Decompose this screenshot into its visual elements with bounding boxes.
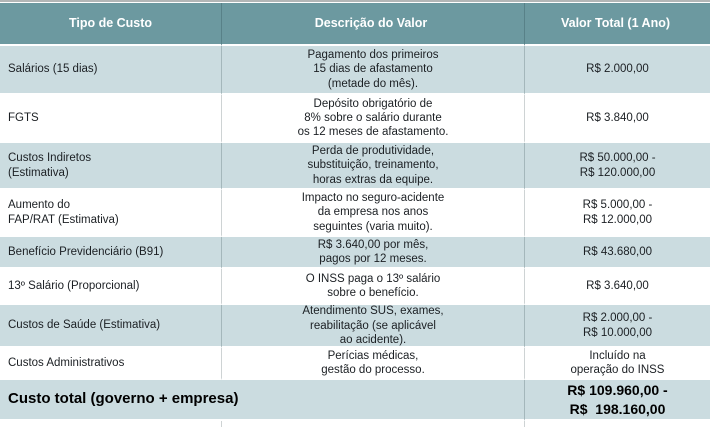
table-row-custos-saude: Custos de Saúde (Estimativa) Atendimento… — [0, 305, 710, 348]
cell-descricao: R$ 3.640,00 por mês, pagos por 12 meses. — [222, 237, 525, 269]
table-row-beneficio-previdenciario: Benefício Previdenciário (B91) R$ 3.640,… — [0, 237, 710, 269]
header-cell-valor-total: Valor Total (1 Ano) — [525, 3, 710, 46]
cell-tipo: Aumento do FAP/RAT (Estimativa) — [0, 190, 222, 237]
partial-cell — [222, 421, 525, 427]
total-value-cell: R$ 109.960,00 - R$ 198.160,00 — [525, 380, 710, 421]
table-row-custos-indiretos: Custos Indiretos (Estimativa) Perda de p… — [0, 143, 710, 190]
cell-tipo: Custos Indiretos (Estimativa) — [0, 143, 222, 190]
cell-descricao: Perícias médicas, gestão do processo. — [222, 348, 525, 380]
cost-table: Tipo de Custo Descrição do Valor Valor T… — [0, 3, 710, 427]
total-row: Custo total (governo + empresa) R$ 109.9… — [0, 380, 710, 421]
total-label-cell: Custo total (governo + empresa) — [0, 380, 525, 421]
partial-cell — [525, 421, 710, 427]
partial-next-row — [0, 421, 710, 427]
cell-tipo: Benefício Previdenciário (B91) — [0, 237, 222, 269]
table-row-fgts: FGTS Depósito obrigatório de 8% sobre o … — [0, 95, 710, 143]
cell-descricao: O INSS paga o 13º salário sobre o benefí… — [222, 269, 525, 305]
cell-tipo: FGTS — [0, 95, 222, 143]
cell-tipo: Custos de Saúde (Estimativa) — [0, 305, 222, 348]
cell-valor: R$ 3.640,00 — [525, 269, 710, 305]
cell-tipo: Custos Administrativos — [0, 348, 222, 380]
table-row-fap-rat: Aumento do FAP/RAT (Estimativa) Impacto … — [0, 190, 710, 237]
cell-valor: R$ 50.000,00 - R$ 120.000,00 — [525, 143, 710, 190]
cell-valor: R$ 3.840,00 — [525, 95, 710, 143]
header-cell-descricao-do-valor: Descrição do Valor — [222, 3, 525, 46]
header-cell-tipo-de-custo: Tipo de Custo — [0, 3, 222, 46]
cell-tipo: Salários (15 dias) — [0, 46, 222, 95]
cell-descricao: Impacto no seguro-acidente da empresa no… — [222, 190, 525, 237]
cell-descricao: Depósito obrigatório de 8% sobre o salár… — [222, 95, 525, 143]
partial-cell — [0, 421, 222, 427]
cell-tipo: 13º Salário (Proporcional) — [0, 269, 222, 305]
cell-descricao: Atendimento SUS, exames, reabilitação (s… — [222, 305, 525, 348]
cell-valor: R$ 5.000,00 - R$ 12.000,00 — [525, 190, 710, 237]
cell-descricao: Pagamento dos primeiros 15 dias de afast… — [222, 46, 525, 95]
cell-valor: Incluído na operação do INSS — [525, 348, 710, 380]
cell-valor: R$ 2.000,00 — [525, 46, 710, 95]
cell-valor: R$ 2.000,00 - R$ 10.000,00 — [525, 305, 710, 348]
header-row: Tipo de Custo Descrição do Valor Valor T… — [0, 3, 710, 46]
cell-valor: R$ 43.680,00 — [525, 237, 710, 269]
cell-descricao: Perda de produtividade, substituição, tr… — [222, 143, 525, 190]
table-row-13-salario: 13º Salário (Proporcional) O INSS paga o… — [0, 269, 710, 305]
table-row-custos-administrativos: Custos Administrativos Perícias médicas,… — [0, 348, 710, 380]
table-row-salarios: Salários (15 dias) Pagamento dos primeir… — [0, 46, 710, 95]
